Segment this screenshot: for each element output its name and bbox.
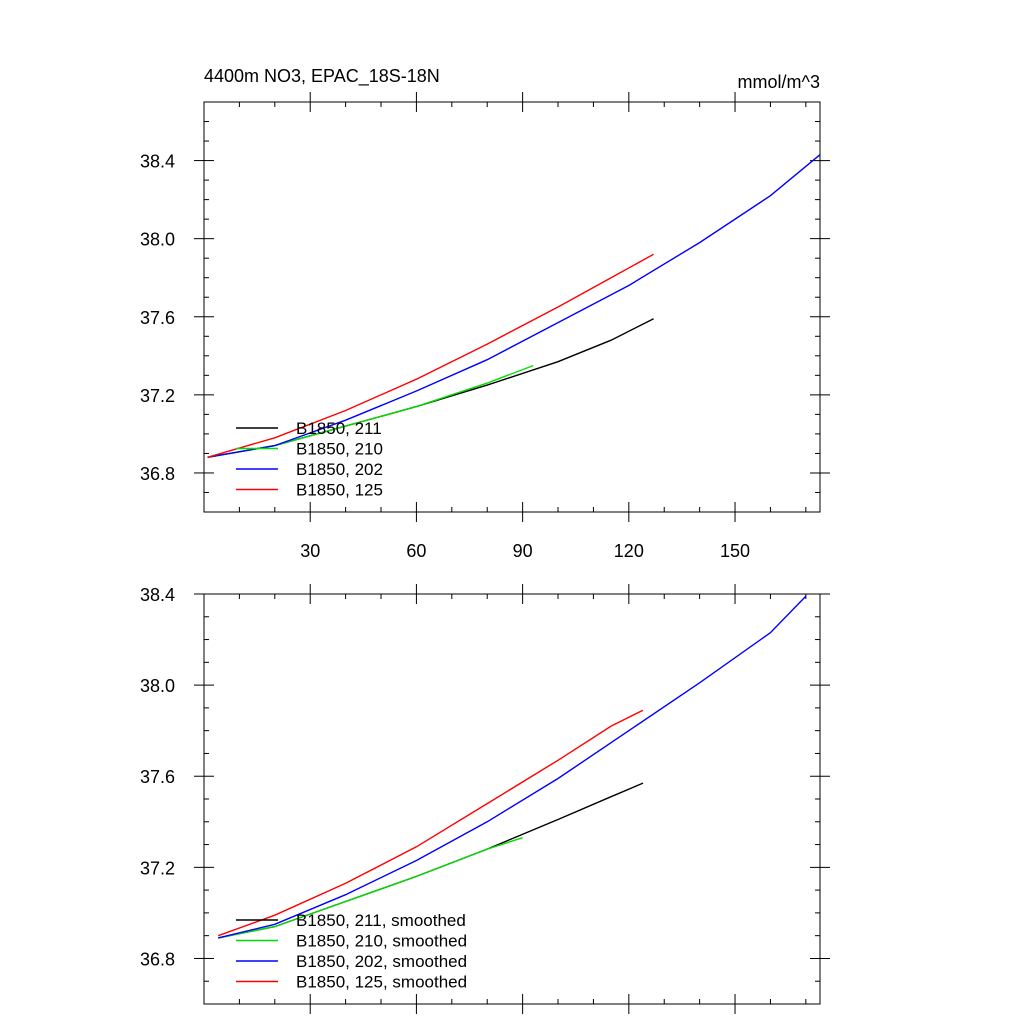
series-line-1 [218, 837, 523, 939]
y-tick-label: 37.2 [140, 386, 175, 406]
top-panel-frame [203, 101, 821, 513]
y-tick-label: 38.0 [140, 676, 175, 696]
top-panel-ticks: 30 60 90 120 150 36.8 37.2 37.6 38.0 38.4 [140, 92, 830, 561]
legend-label-2: B1850, 202 [296, 460, 383, 479]
x-tick-label: 60 [406, 541, 426, 561]
y-tick-label: 38.4 [140, 585, 175, 605]
legend-label-3: B1850, 125, smoothed [296, 973, 467, 992]
top-panel-series [207, 154, 821, 458]
x-tick-label: 90 [513, 541, 533, 561]
y-tick-label: 37.2 [140, 858, 175, 878]
y-tick-label: 37.6 [140, 308, 175, 328]
legend-label-1: B1850, 210 [296, 440, 383, 459]
bottom-panel-series [217, 595, 807, 939]
bottom-panel-ticks: 36.8 37.2 37.6 38.0 38.4 [140, 584, 830, 1014]
bottom-panel-frame [203, 593, 821, 1005]
x-tick-label: 120 [614, 541, 644, 561]
y-tick-label: 36.8 [140, 949, 175, 969]
legend-label-1: B1850, 210, smoothed [296, 932, 467, 951]
top-panel-units: mmol/m^3 [738, 72, 820, 92]
y-tick-label: 38.4 [140, 152, 175, 172]
bottom-panel: 36.8 37.2 37.6 38.0 38.4 B1850, 211, smoothe… [140, 584, 830, 1014]
top-panel-title: 4400m NO3, EPAC_18S-18N [204, 66, 440, 87]
legend-label-2: B1850, 202, smoothed [296, 952, 467, 971]
legend-label-0: B1850, 211 [296, 419, 382, 438]
x-tick-label: 150 [720, 541, 750, 561]
series-line-2 [207, 154, 821, 458]
y-tick-label: 37.6 [140, 767, 175, 787]
series-line-3 [207, 253, 654, 458]
y-tick-label: 36.8 [140, 464, 175, 484]
series-line-0 [207, 318, 654, 458]
legend-label-0: B1850, 211, smoothed [296, 911, 466, 930]
x-tick-label: 30 [300, 541, 320, 561]
series-line-2 [218, 595, 807, 939]
top-panel: 4400m NO3, EPAC_18S-18N mmol/m^3 30 60 90 1… [140, 66, 830, 561]
bottom-panel-legend: B1850, 211, smoothed B1850, 210, smoothed… [236, 911, 467, 992]
y-tick-label: 38.0 [140, 230, 175, 250]
series-line-3 [217, 709, 644, 937]
legend-label-3: B1850, 125 [296, 481, 383, 500]
